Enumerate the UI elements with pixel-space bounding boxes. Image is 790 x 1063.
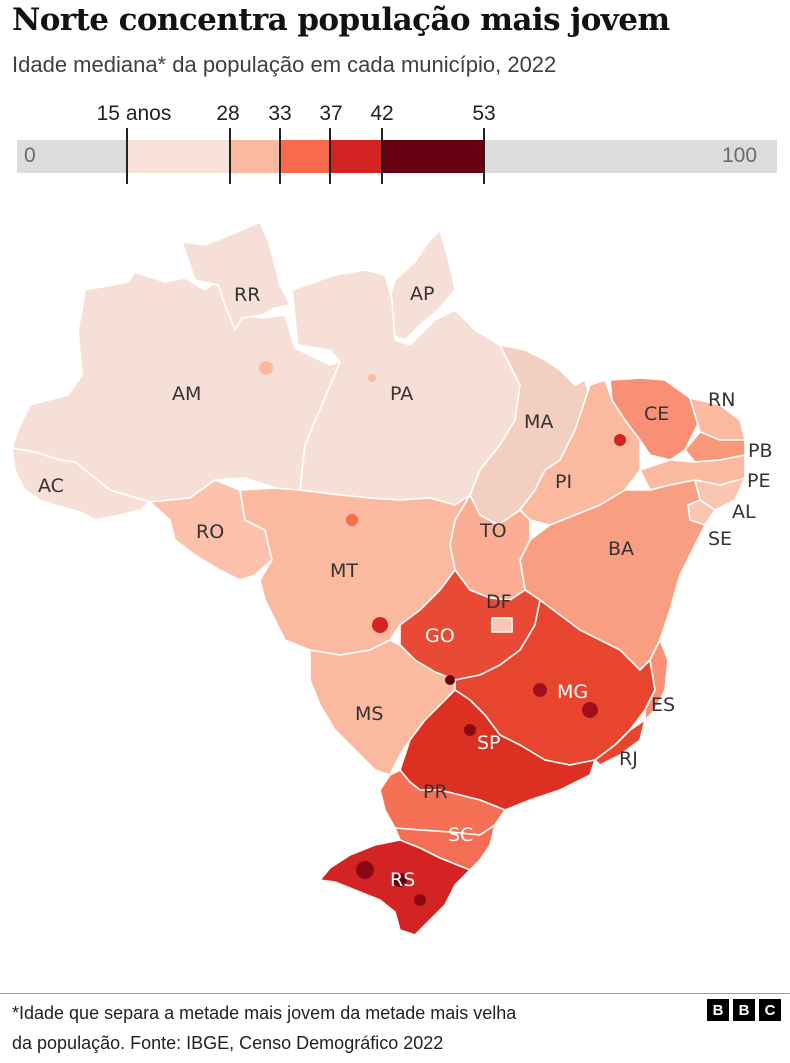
legend-tick-label: 33 xyxy=(268,102,292,125)
state-label-pb: PB xyxy=(748,440,773,462)
brazil-map: RR AP AM PA MA CE RN PB PE AL SE AC PI R… xyxy=(11,221,773,936)
state-label-mt: MT xyxy=(330,560,358,582)
state-label-rn: RN xyxy=(708,389,735,411)
footnote-line-1: *Idade que separa a metade mais jovem da… xyxy=(12,1003,517,1023)
state-label-sc: SC xyxy=(448,824,473,846)
state-label-pr: PR xyxy=(423,781,448,803)
state-label-go: GO xyxy=(425,625,455,647)
bbc-logo-letter: B xyxy=(733,999,755,1021)
legend-tick xyxy=(483,128,485,184)
state-label-ro: RO xyxy=(196,521,224,543)
state-label-ac: AC xyxy=(38,475,64,497)
legend-max-label: 100 xyxy=(722,144,758,167)
legend-bin-33-37 xyxy=(280,140,330,173)
footnote: *Idade que separa a metade mais jovem da… xyxy=(12,998,652,1058)
legend-tick-label: 37 xyxy=(319,102,343,125)
footnote-line-2: da população. Fonte: IBGE, Censo Demográ… xyxy=(12,1033,444,1053)
state-label-ma: MA xyxy=(524,411,553,433)
state-label-pa: PA xyxy=(390,383,413,405)
state-label-al: AL xyxy=(732,501,756,523)
state-ac xyxy=(11,447,151,521)
legend-bin-28-33 xyxy=(230,140,280,173)
state-label-df: DF xyxy=(486,591,512,613)
state-label-rr: RR xyxy=(234,284,260,306)
state-label-es: ES xyxy=(651,694,675,716)
state-rr xyxy=(181,221,291,331)
state-ce xyxy=(609,377,701,461)
state-label-pi: PI xyxy=(555,471,572,493)
state-label-ce: CE xyxy=(644,403,669,425)
chart-title: Norte concentra população mais jovem xyxy=(12,2,670,38)
state-label-rs: RS xyxy=(390,869,415,891)
legend-tick-label: 28 xyxy=(216,102,240,125)
legend-bin-15-28 xyxy=(127,140,230,173)
state-label-to: TO xyxy=(479,520,507,542)
legend: 0 100 15 anos 28 33 37 42 53 xyxy=(0,0,790,200)
legend-min-label: 0 xyxy=(24,144,36,167)
legend-tick xyxy=(279,128,281,184)
state-pr xyxy=(379,769,506,836)
state-label-ap: AP xyxy=(410,283,434,305)
legend-tick xyxy=(126,128,128,184)
legend-tick xyxy=(381,128,383,184)
state-label-sp: SP xyxy=(477,732,501,754)
state-label-ba: BA xyxy=(608,538,634,560)
bbc-logo-letter: C xyxy=(759,999,781,1021)
state-df xyxy=(491,617,513,633)
state-rs xyxy=(319,839,471,936)
chart-subtitle: Idade mediana* da população em cada muni… xyxy=(12,52,557,77)
legend-bin-37-42 xyxy=(330,140,382,173)
legend-tick-label: 42 xyxy=(370,102,394,125)
state-label-rj: RJ xyxy=(619,748,638,770)
legend-tick-label: 53 xyxy=(472,102,496,125)
state-label-ms: MS xyxy=(355,703,383,725)
footer-divider xyxy=(0,993,790,994)
state-sp xyxy=(399,689,596,811)
legend-bin-42-53 xyxy=(382,140,484,173)
state-es xyxy=(644,639,669,721)
legend-tick-label: 15 anos xyxy=(96,102,172,125)
state-label-se: SE xyxy=(708,528,732,550)
state-label-pe: PE xyxy=(747,470,770,492)
bbc-logo-letter: B xyxy=(707,999,729,1021)
state-label-am: AM xyxy=(172,383,201,405)
legend-tick xyxy=(229,128,231,184)
state-label-mg: MG xyxy=(557,681,588,703)
state-rj xyxy=(594,719,646,766)
bbc-logo: B B C xyxy=(707,999,781,1021)
legend-tick xyxy=(329,128,331,184)
state-ro xyxy=(149,479,273,581)
